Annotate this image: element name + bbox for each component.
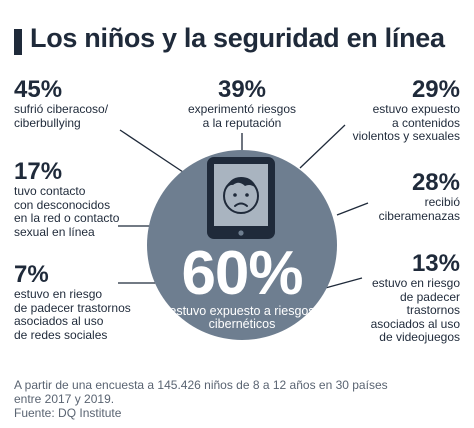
stat-percentage: 39%: [217, 76, 267, 103]
sad-child-face-icon: [223, 177, 259, 214]
stat-percentage: 45%: [14, 76, 63, 103]
stat-label: con desconocidos: [14, 197, 111, 212]
stat-label: sufrió ciberacoso/: [14, 102, 109, 116]
connector-line: [336, 202, 369, 216]
stat-reputation-risk: 39% experimentó riesgos a la reputación: [172, 77, 312, 130]
stat-label: de padecer trastornos: [14, 300, 131, 315]
stat-label: de redes sociales: [14, 327, 108, 342]
stat-label: estuvo en riesgo: [14, 287, 103, 301]
stat-label: experimentó riesgos: [187, 102, 297, 116]
stat-label: a contenidos: [391, 115, 460, 130]
stat-label: de videojuegos: [379, 330, 460, 344]
stat-label: en la red o contacto: [14, 211, 120, 225]
stat-label: de padecer: [399, 289, 460, 304]
tablet-icon: [207, 157, 275, 239]
stat-stranger-contact: 17% tuvo contacto con desconocidos en la…: [14, 159, 154, 239]
stat-label: a la reputación: [202, 115, 282, 130]
page-title: Los niños y la seguridad en línea: [30, 23, 445, 53]
footer-note: A partir de una encuesta a 145.426 niños…: [14, 378, 464, 420]
footer-line: entre 2017 y 2019.: [14, 392, 115, 406]
stat-social-media-disorders: 7% estuvo en riesgo de padecer trastorno…: [14, 262, 154, 342]
stat-cyberthreats: 28% recibió ciberamenazas: [330, 170, 460, 223]
stat-percentage: 28%: [411, 169, 460, 196]
stat-percentage: 7%: [14, 261, 49, 288]
stat-percentage: 13%: [411, 250, 460, 277]
stat-label: trastornos: [406, 303, 460, 317]
footer-source: Fuente: DQ Institute: [14, 406, 122, 420]
stat-label: estuvo en riesgo: [371, 276, 460, 290]
footer-line: A partir de una encuesta a 145.426 niños…: [14, 378, 388, 392]
stat-label: estuvo expuesto: [372, 102, 460, 116]
stat-label: sexual en línea: [14, 224, 95, 239]
stat-cyberbullying: 45% sufrió ciberacoso/ ciberbullying: [14, 77, 154, 130]
stat-label: violentos y sexuales: [352, 129, 460, 143]
stat-label: asociados al uso: [370, 316, 460, 331]
stat-violent-content: 29% estuvo expuesto a contenidos violent…: [300, 77, 460, 144]
stat-label: tuvo contacto: [14, 184, 86, 198]
stat-percentage: 29%: [411, 76, 460, 103]
stat-label: recibió: [424, 195, 460, 209]
stat-label: ciberbullying: [14, 115, 81, 130]
stat-percentage: 17%: [14, 158, 63, 185]
center-label: estuvo expuesto a riesgos cibernéticos: [169, 304, 315, 331]
stat-videogame-disorders: 13% estuvo en riesgo de padecer trastorn…: [330, 251, 460, 345]
connector-line: [119, 129, 184, 173]
center-percentage: 60%: [181, 239, 303, 308]
stat-label: ciberamenazas: [378, 208, 460, 223]
connector-line: [299, 124, 346, 169]
title-accent-bar: [14, 29, 22, 55]
stat-label: asociados al uso: [14, 314, 104, 328]
